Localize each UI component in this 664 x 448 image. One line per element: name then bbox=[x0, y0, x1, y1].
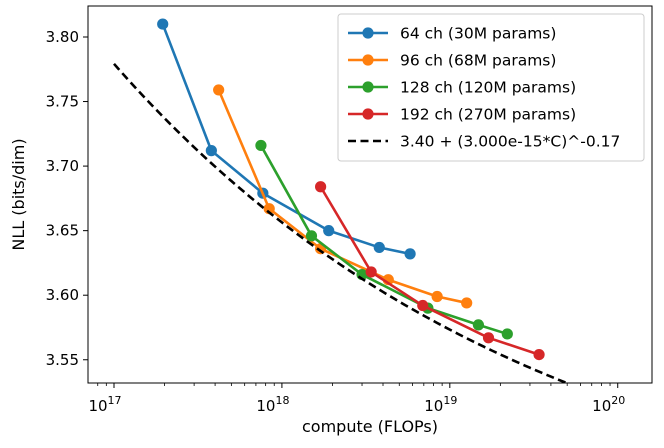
legend-marker-1 bbox=[362, 54, 374, 66]
data-point-2-4 bbox=[472, 319, 485, 331]
data-point-3-0 bbox=[315, 181, 327, 193]
x-axis-label: compute (FLOPs) bbox=[302, 417, 438, 436]
y-tick-label-3: 3.70 bbox=[46, 157, 79, 175]
series-3 bbox=[315, 181, 545, 361]
data-point-1-4 bbox=[431, 290, 443, 303]
legend-marker-3 bbox=[362, 108, 374, 120]
data-point-3-3 bbox=[482, 332, 495, 344]
legend-label-3: 192 ch (270M params) bbox=[400, 106, 576, 124]
data-point-3-4 bbox=[533, 348, 545, 361]
legend-item-1: 96 ch (68M params) bbox=[348, 52, 556, 70]
data-point-0-5 bbox=[404, 248, 416, 260]
legend-item-2: 128 ch (120M params) bbox=[348, 79, 576, 97]
x-tick-label-0: 1017 bbox=[88, 394, 121, 415]
legend-box bbox=[337, 13, 645, 162]
legend-label-1: 96 ch (68M params) bbox=[400, 52, 556, 70]
y-axis-label: NLL (bits/dim) bbox=[9, 138, 28, 250]
plot-layer bbox=[113, 18, 571, 383]
data-point-0-1 bbox=[205, 145, 217, 157]
data-point-1-1 bbox=[263, 203, 275, 215]
legend-label-2: 128 ch (120M params) bbox=[400, 79, 576, 97]
data-point-0-3 bbox=[323, 225, 335, 237]
data-point-1-0 bbox=[213, 84, 225, 96]
x-tick-label-1: 1018 bbox=[256, 394, 289, 415]
y-tick-label-0: 3.55 bbox=[46, 351, 79, 369]
legend-item-3: 192 ch (270M params) bbox=[348, 106, 576, 124]
y-tick-label-5: 3.80 bbox=[46, 28, 79, 46]
data-point-0-4 bbox=[373, 241, 385, 254]
data-point-2-1 bbox=[305, 230, 318, 242]
data-point-2-0 bbox=[255, 139, 267, 152]
x-tick-label-2: 1019 bbox=[424, 394, 457, 415]
legend-item-4: 3.40 + (3.000e-15*C)^-0.17 bbox=[348, 133, 620, 151]
series-1 bbox=[213, 84, 473, 309]
data-point-3-2 bbox=[417, 299, 429, 312]
axes-layer: 3.55 3.60 3.65 3.70 3.75 3.80 1017 1018 1019 1020 bbox=[46, 5, 653, 415]
legend-label-4: 3.40 + (3.000e-15*C)^-0.17 bbox=[400, 133, 620, 151]
data-point-3-1 bbox=[365, 266, 377, 278]
y-tick-label-2: 3.65 bbox=[46, 222, 79, 240]
legend-item-0: 64 ch (30M params) bbox=[348, 25, 556, 43]
legend-label-0: 64 ch (30M params) bbox=[400, 25, 556, 43]
legend-marker-0 bbox=[362, 27, 374, 39]
data-point-2-5 bbox=[501, 328, 513, 340]
y-tick-label-4: 3.75 bbox=[46, 93, 79, 111]
y-tick-label-1: 3.60 bbox=[46, 286, 79, 304]
series-2 bbox=[255, 139, 513, 340]
legend-marker-2 bbox=[362, 81, 374, 93]
x-tick-label-3: 1020 bbox=[592, 394, 625, 415]
legend: 64 ch (30M params) 96 ch (68M params) 128 … bbox=[337, 13, 645, 162]
plot-frame bbox=[87, 5, 653, 384]
data-point-1-5 bbox=[461, 297, 473, 309]
plot-area bbox=[113, 18, 571, 383]
data-point-0-0 bbox=[157, 18, 169, 30]
